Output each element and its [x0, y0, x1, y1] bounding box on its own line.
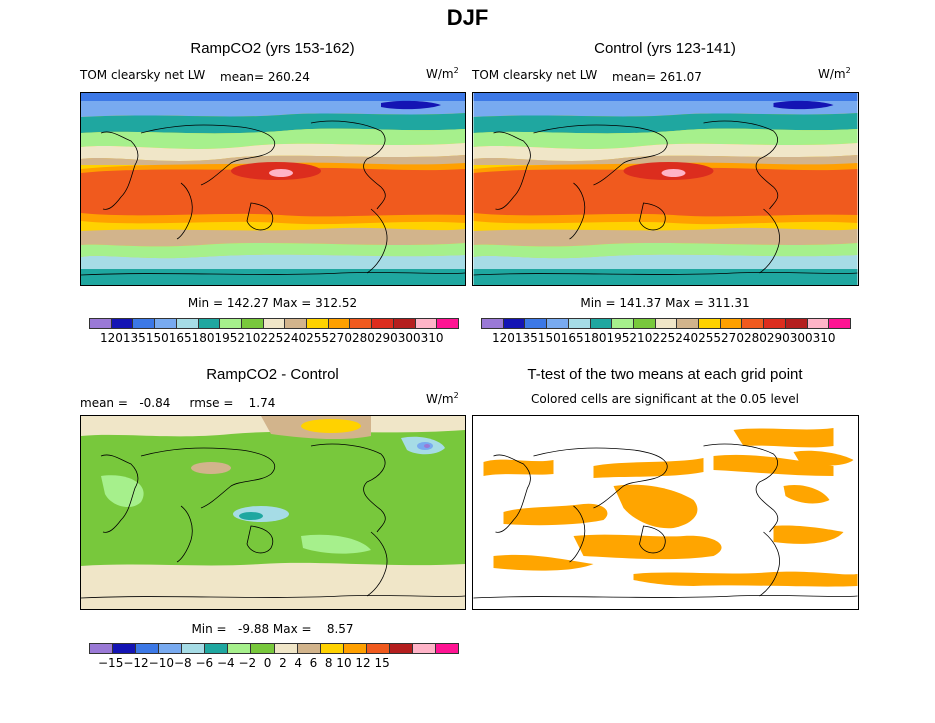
units-label-control: W/m2: [818, 66, 851, 81]
colorbar-swatch: [228, 644, 252, 653]
colorbar-swatch: [241, 319, 264, 328]
colorbar-swatch: [285, 319, 308, 328]
colorbar-swatch: [133, 319, 156, 328]
colorbar-swatch: [525, 319, 548, 328]
units-label-rampco2: W/m2: [426, 66, 459, 81]
colorbar-swatch: [136, 644, 160, 653]
colorbar-swatch: [742, 319, 765, 328]
field-label-rampco2: TOM clearsky net LW: [80, 68, 206, 82]
colorbar-swatch: [90, 319, 112, 328]
colorbar-swatch: [547, 319, 569, 328]
colorbar-swatch: [412, 644, 436, 653]
colorbar-swatch: [389, 644, 413, 653]
map-control: [472, 92, 859, 286]
colorbar-swatch: [176, 319, 199, 328]
colorbar-swatch: [633, 319, 656, 328]
colorbar-swatch: [437, 319, 458, 328]
map-rampco2: [80, 92, 466, 286]
colorbar-swatch: [350, 319, 373, 328]
colorbar-swatch: [503, 319, 526, 328]
stats-label-difference: mean = -0.84 rmse = 1.74: [80, 396, 276, 410]
colorbar-control: [481, 318, 851, 329]
colorbar-swatch: [785, 319, 808, 328]
colorbar-swatch: [343, 644, 367, 653]
colorbar-swatch: [320, 644, 344, 653]
map-difference: [80, 415, 466, 610]
colorbar-swatch: [720, 319, 743, 328]
panel-title-difference: RampCO2 - Control: [206, 366, 339, 383]
colorbar-swatch: [415, 319, 438, 328]
figure-title: DJF: [446, 5, 489, 30]
colorbar-ticks-rampco2: 1201351501651801952102252402552702802903…: [100, 331, 444, 345]
colorbar-swatch: [393, 319, 416, 328]
panel-subtitle-ttest: Colored cells are significant at the 0.0…: [530, 392, 800, 406]
panel-title-control: Control (yrs 123-141): [594, 40, 736, 57]
colorbar-swatch: [113, 644, 137, 653]
colorbar-swatch: [263, 319, 286, 328]
colorbar-swatch: [482, 319, 504, 328]
colorbar-ticks-difference: −15−12−10−8 −6 −4 −2 0 2 4 6 8 10 12 15: [98, 656, 390, 670]
colorbar-swatch: [612, 319, 634, 328]
colorbar-swatch: [590, 319, 613, 328]
colorbar-swatch: [274, 644, 298, 653]
minmax-rampco2: Min = 142.27 Max = 312.52: [187, 296, 358, 310]
colorbar-rampco2: [89, 318, 459, 329]
colorbar-swatch: [307, 319, 329, 328]
colorbar-swatch: [328, 319, 351, 328]
colorbar-swatch: [655, 319, 678, 328]
mean-label-control: mean= 261.07: [612, 70, 702, 84]
panel-title-ttest: T-test of the two means at each grid poi…: [527, 366, 803, 383]
colorbar-swatch: [111, 319, 134, 328]
colorbar-swatch: [155, 319, 177, 328]
colorbar-ticks-control: 1201351501651801952102252402552702802903…: [492, 331, 836, 345]
mean-label-rampco2: mean= 260.24: [220, 70, 310, 84]
colorbar-difference: [89, 643, 459, 654]
colorbar-swatch: [90, 644, 114, 653]
panel-title-rampco2: RampCO2 (yrs 153-162): [190, 40, 355, 57]
minmax-difference: Min = -9.88 Max = 8.57: [191, 622, 354, 636]
colorbar-swatch: [372, 319, 394, 328]
colorbar-swatch: [205, 644, 229, 653]
colorbar-swatch: [366, 644, 390, 653]
colorbar-swatch: [159, 644, 183, 653]
colorbar-swatch: [220, 319, 242, 328]
colorbar-swatch: [699, 319, 721, 328]
colorbar-swatch: [829, 319, 850, 328]
map-ttest: [472, 415, 859, 610]
colorbar-swatch: [435, 644, 458, 653]
field-label-control: TOM clearsky net LW: [472, 68, 598, 82]
colorbar-swatch: [198, 319, 221, 328]
colorbar-swatch: [568, 319, 591, 328]
colorbar-swatch: [251, 644, 275, 653]
colorbar-swatch: [182, 644, 206, 653]
minmax-control: Min = 141.37 Max = 311.31: [580, 296, 750, 310]
colorbar-swatch: [807, 319, 830, 328]
colorbar-swatch: [764, 319, 786, 328]
colorbar-swatch: [297, 644, 321, 653]
colorbar-swatch: [677, 319, 700, 328]
units-label-difference: W/m2: [426, 391, 459, 406]
